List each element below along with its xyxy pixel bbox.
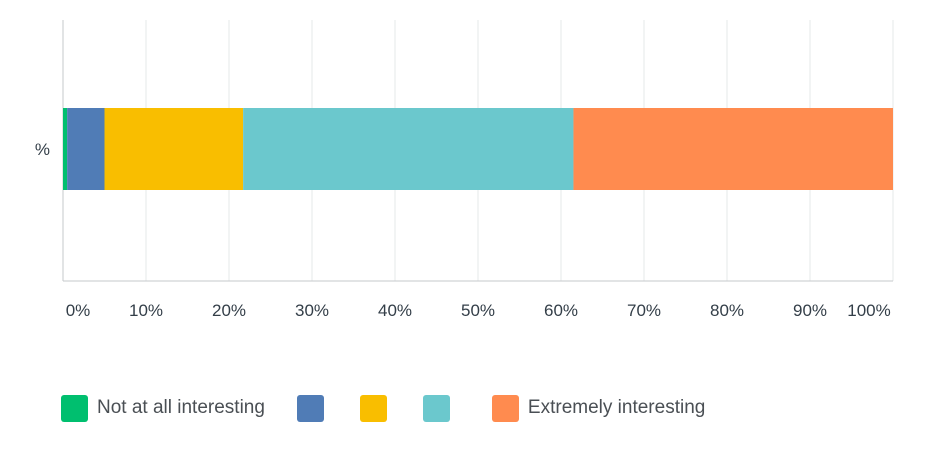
legend-label: Not at all interesting <box>97 397 265 418</box>
x-tick-label: 100% <box>847 301 890 320</box>
legend-item <box>359 394 387 422</box>
bar-segment-1 <box>63 108 68 190</box>
x-tick-labels: 0% 10% 20% 30% 40% 50% 60% 70% 80% 90% 100% <box>66 301 891 320</box>
x-tick-label: 0% <box>66 301 91 320</box>
x-tick-label: 40% <box>378 301 412 320</box>
legend-item: Not at all interesting <box>61 394 265 422</box>
legend-item <box>296 394 324 422</box>
x-tick-label: 10% <box>129 301 163 320</box>
x-tick-label: 70% <box>627 301 661 320</box>
legend-swatch <box>422 394 450 422</box>
legend-label: Extremely interesting <box>527 397 706 418</box>
bar-segment-4 <box>243 108 574 190</box>
x-tick-label: 20% <box>212 301 246 320</box>
legend-item: Extremely interesting <box>491 394 706 422</box>
legend-swatch <box>296 394 324 422</box>
bars <box>63 108 893 190</box>
bar-segment-3 <box>104 108 244 190</box>
legend-swatch <box>359 394 387 422</box>
category-label: % <box>35 140 50 159</box>
legend: Not at all interesting Extremely interest… <box>61 394 737 422</box>
x-tick-label: 50% <box>461 301 495 320</box>
x-tick-label: 60% <box>544 301 578 320</box>
bar-segment-5 <box>573 108 893 190</box>
x-tick-label: 80% <box>710 301 744 320</box>
legend-swatch <box>491 394 519 422</box>
legend-swatch <box>61 394 88 422</box>
legend-item <box>422 394 450 422</box>
bar-segment-2 <box>67 108 105 190</box>
x-tick-label: 90% <box>793 301 827 320</box>
x-tick-label: 30% <box>295 301 329 320</box>
